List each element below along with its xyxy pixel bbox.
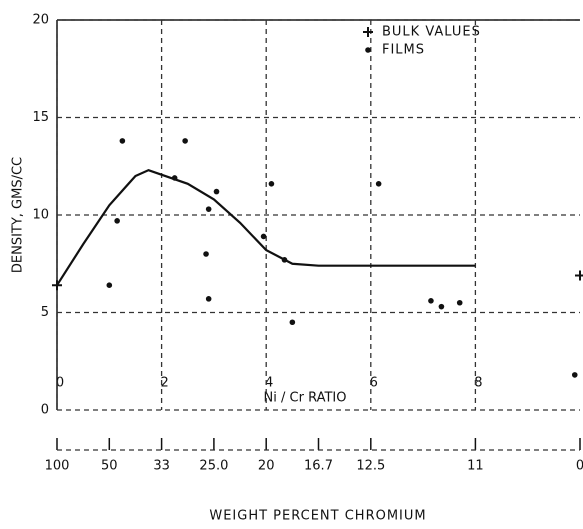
film-point (289, 319, 296, 326)
x-inner-label: Ni / Cr RATIO (264, 391, 347, 406)
film-point (375, 181, 382, 187)
x-tick-label: 2 (160, 376, 168, 391)
film-point (428, 298, 434, 304)
film-point (114, 218, 120, 224)
x2-tick-label: 100 (45, 459, 70, 474)
x2-tick-label: 50 (101, 459, 118, 474)
x2-tick-label: 33 (153, 459, 170, 474)
film-point (203, 251, 209, 257)
film-point (205, 296, 212, 302)
film-point (456, 299, 463, 306)
film-point (106, 282, 113, 289)
film-point (205, 206, 212, 212)
y-tick-label: 0 (41, 403, 49, 418)
x-tick-label: 0 (56, 376, 64, 391)
x2-tick-label: 11 (467, 459, 484, 474)
x2-tick-label: 0 (576, 459, 583, 474)
film-point (260, 233, 267, 240)
bulk-point (575, 270, 583, 281)
x-axis-label: WEIGHT PERCENT CHROMIUM (209, 509, 426, 524)
x2-tick-label: 25.0 (199, 459, 228, 474)
y-tick-label: 5 (41, 305, 49, 320)
x-tick-label: 4 (265, 376, 273, 391)
film-point (268, 181, 275, 187)
x2-tick-label: 16.7 (304, 459, 333, 474)
x2-tick-label: 20 (258, 459, 275, 474)
y-tick-label: 15 (32, 110, 49, 125)
y-tick-label: 20 (32, 13, 49, 28)
legend-marker (365, 47, 371, 53)
film-point (213, 188, 220, 195)
x-tick-label: 6 (370, 376, 378, 391)
film-point (119, 138, 126, 144)
y-tick-label: 10 (32, 208, 49, 223)
legend-label: FILMS (382, 43, 425, 58)
x2-tick-label: 12.5 (356, 459, 385, 474)
legend-label: BULK VALUES (382, 25, 481, 40)
x-tick-label: 8 (474, 376, 482, 391)
legend-marker (363, 27, 373, 37)
film-point (182, 138, 188, 144)
film-point (438, 303, 445, 310)
density-curve (56, 168, 476, 286)
y-axis-label: DENSITY, GMS/CC (11, 157, 26, 273)
film-point (571, 372, 578, 378)
